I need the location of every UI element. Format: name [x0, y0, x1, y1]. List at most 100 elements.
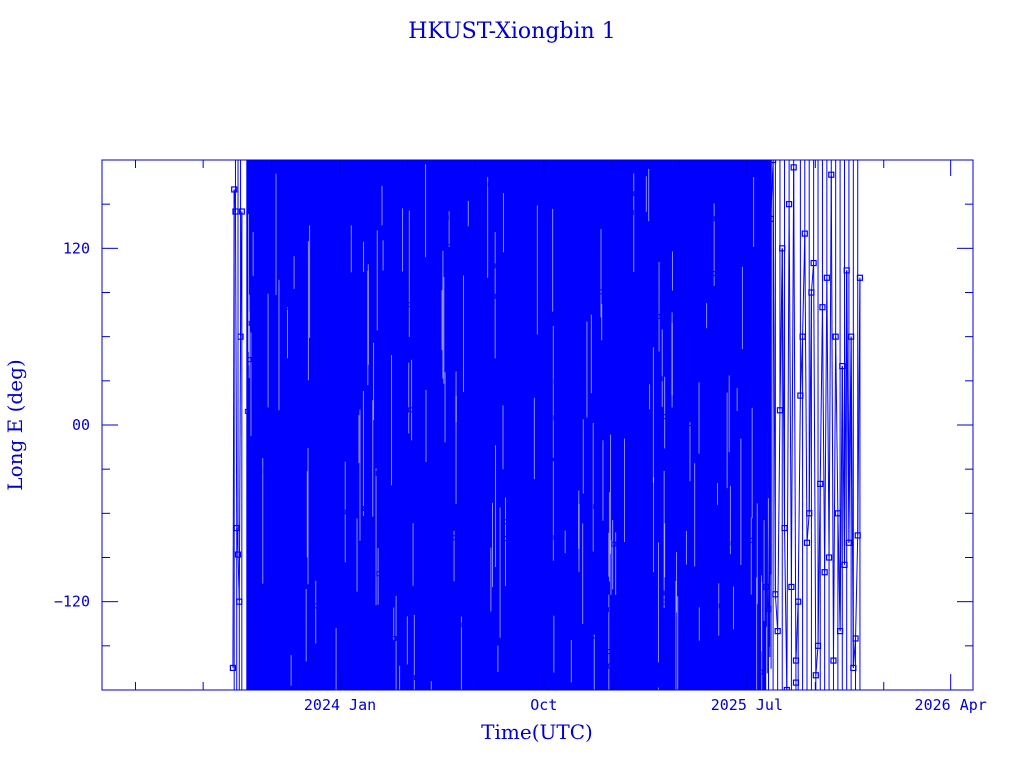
y-tick-label: 120	[63, 239, 90, 257]
data-point	[680, 499, 686, 505]
data-point	[671, 453, 677, 459]
data-point	[507, 603, 513, 609]
data-point	[440, 504, 446, 510]
data-point	[659, 590, 665, 596]
data-point	[403, 578, 409, 584]
data-point	[703, 354, 709, 360]
data-line	[824, 277, 828, 573]
data-point	[856, 274, 864, 281]
x-tick-label: 2025 Jul	[711, 696, 783, 714]
data-point	[752, 365, 758, 371]
data-point	[387, 605, 393, 611]
data-point	[320, 587, 326, 593]
data-point	[246, 357, 252, 363]
data-point	[595, 596, 601, 602]
data-point	[545, 179, 551, 185]
data-point	[238, 208, 245, 215]
data-point	[436, 406, 442, 412]
data-point	[410, 323, 416, 329]
data-point	[662, 414, 668, 420]
data-point	[257, 275, 263, 281]
data-point	[592, 633, 598, 639]
data-point	[547, 626, 553, 632]
data-point	[269, 339, 275, 345]
data-point	[313, 603, 319, 609]
data-point	[274, 623, 280, 629]
data-point	[593, 504, 599, 510]
data-point	[463, 495, 469, 501]
data-point	[298, 509, 304, 515]
data-point	[345, 235, 351, 241]
data-point	[587, 573, 593, 579]
data-point	[359, 385, 365, 391]
data-point	[544, 381, 550, 387]
data-point	[706, 686, 712, 690]
data-point	[629, 510, 635, 516]
data-point	[281, 170, 287, 176]
data-line	[768, 218, 772, 610]
data-point	[720, 668, 726, 674]
data-point	[398, 631, 404, 637]
data-point	[729, 576, 735, 582]
data-point	[539, 377, 545, 383]
data-point	[742, 222, 748, 228]
data-point	[645, 664, 651, 670]
data-point	[709, 590, 715, 596]
data-point	[630, 626, 636, 632]
data-line	[804, 233, 808, 543]
data-point	[445, 385, 451, 391]
data-point	[589, 609, 595, 615]
data-point	[603, 607, 609, 613]
data-point	[389, 491, 395, 497]
data-point	[649, 327, 655, 333]
data-point	[704, 550, 710, 556]
data-point	[414, 220, 420, 226]
data-point	[453, 592, 459, 598]
data-point	[556, 255, 562, 261]
data-line	[835, 336, 839, 514]
data-point	[429, 382, 435, 388]
data-point	[319, 387, 325, 393]
data-point	[484, 419, 490, 425]
data-line	[821, 307, 826, 573]
data-point	[527, 279, 533, 285]
data-point	[689, 264, 695, 270]
data-point	[297, 433, 303, 439]
data-point	[486, 412, 492, 418]
data-point	[522, 456, 528, 462]
data-point	[248, 320, 254, 326]
data-point	[758, 669, 764, 675]
data-layer	[229, 160, 864, 690]
data-point	[524, 669, 530, 675]
data-point	[681, 252, 687, 258]
data-point	[384, 293, 390, 299]
data-band	[246, 160, 767, 690]
data-point	[657, 376, 663, 382]
data-line	[855, 535, 859, 639]
data-point	[637, 618, 643, 624]
data-point	[391, 636, 397, 642]
data-point	[494, 293, 500, 299]
data-point	[686, 421, 692, 427]
data-point	[503, 536, 509, 542]
data-point	[753, 495, 759, 501]
data-point	[744, 415, 750, 421]
data-point	[357, 613, 363, 619]
data-point	[722, 330, 728, 336]
data-point	[661, 599, 667, 605]
data-point	[284, 229, 290, 235]
x-tick-label: 2024 Jan	[304, 696, 376, 714]
data-point	[611, 541, 617, 547]
data-point	[717, 643, 723, 649]
data-point	[330, 240, 336, 246]
data-point	[703, 504, 709, 510]
data-point	[502, 682, 508, 688]
data-point	[443, 215, 449, 221]
data-point	[551, 583, 557, 589]
data-line	[784, 528, 788, 690]
data-point	[251, 212, 257, 218]
data-line	[790, 167, 795, 587]
data-point	[555, 295, 561, 301]
data-point	[318, 597, 324, 603]
data-point	[547, 570, 553, 576]
